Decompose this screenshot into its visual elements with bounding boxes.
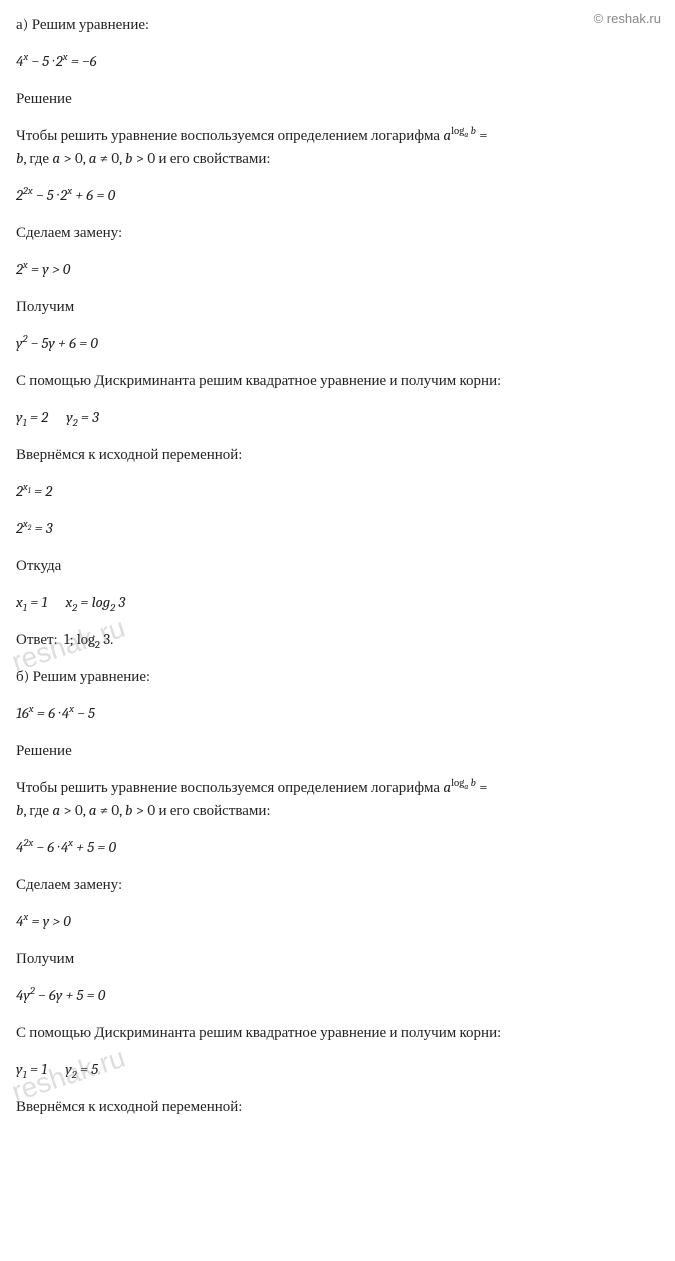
equation: 42x − 6 · 4x + 5 = 0	[16, 837, 659, 858]
equation: 2x = y > 0	[16, 259, 659, 280]
text-line: Откуда	[16, 555, 659, 576]
text-line: b, где a > 0, a ≠ 0, b > 0 и его свойств…	[16, 800, 659, 821]
text-line: Сделаем замену:	[16, 874, 659, 895]
text-line: Сделаем замену:	[16, 222, 659, 243]
text-line: С помощью Дискриминанта решим квадратное…	[16, 370, 659, 391]
text-line: Чтобы решить уравнение воспользуемся опр…	[16, 125, 659, 146]
equation: y1 = 1y2 = 5	[16, 1059, 659, 1080]
text-line: б) Решим уравнение:	[16, 666, 659, 687]
equation: 22x − 5 · 2x + 6 = 0	[16, 185, 659, 206]
text-line: а) Решим уравнение:	[16, 14, 659, 35]
text-line: Ввернёмся к исходной переменной:	[16, 444, 659, 465]
equation: y1 = 2y2 = 3	[16, 407, 659, 428]
answer-line: Ответ: 1; log2 3.	[16, 629, 659, 650]
equation: 4x = y > 0	[16, 911, 659, 932]
text-line: Чтобы решить уравнение воспользуемся опр…	[16, 777, 659, 798]
text-line: Получим	[16, 948, 659, 969]
text-line: С помощью Дискриминанта решим квадратное…	[16, 1022, 659, 1043]
equation: 16x = 6 · 4x − 5	[16, 703, 659, 724]
equation: 2x1 = 2	[16, 481, 659, 502]
equation: 4x − 5 · 2x = −6	[16, 51, 659, 72]
heading-solution: Решение	[16, 740, 659, 761]
text-line: Получим	[16, 296, 659, 317]
equation: 2x2 = 3	[16, 518, 659, 539]
text-line: Ввернёмся к исходной переменной:	[16, 1096, 659, 1117]
watermark-top: © reshak.ru	[594, 10, 661, 28]
text-line: b, где a > 0, a ≠ 0, b > 0 и его свойств…	[16, 148, 659, 169]
equation: x1 = 1x2 = log2 3	[16, 592, 659, 613]
heading-solution: Решение	[16, 88, 659, 109]
equation: 4y2 − 6y + 5 = 0	[16, 985, 659, 1006]
equation: y2 − 5y + 6 = 0	[16, 333, 659, 354]
